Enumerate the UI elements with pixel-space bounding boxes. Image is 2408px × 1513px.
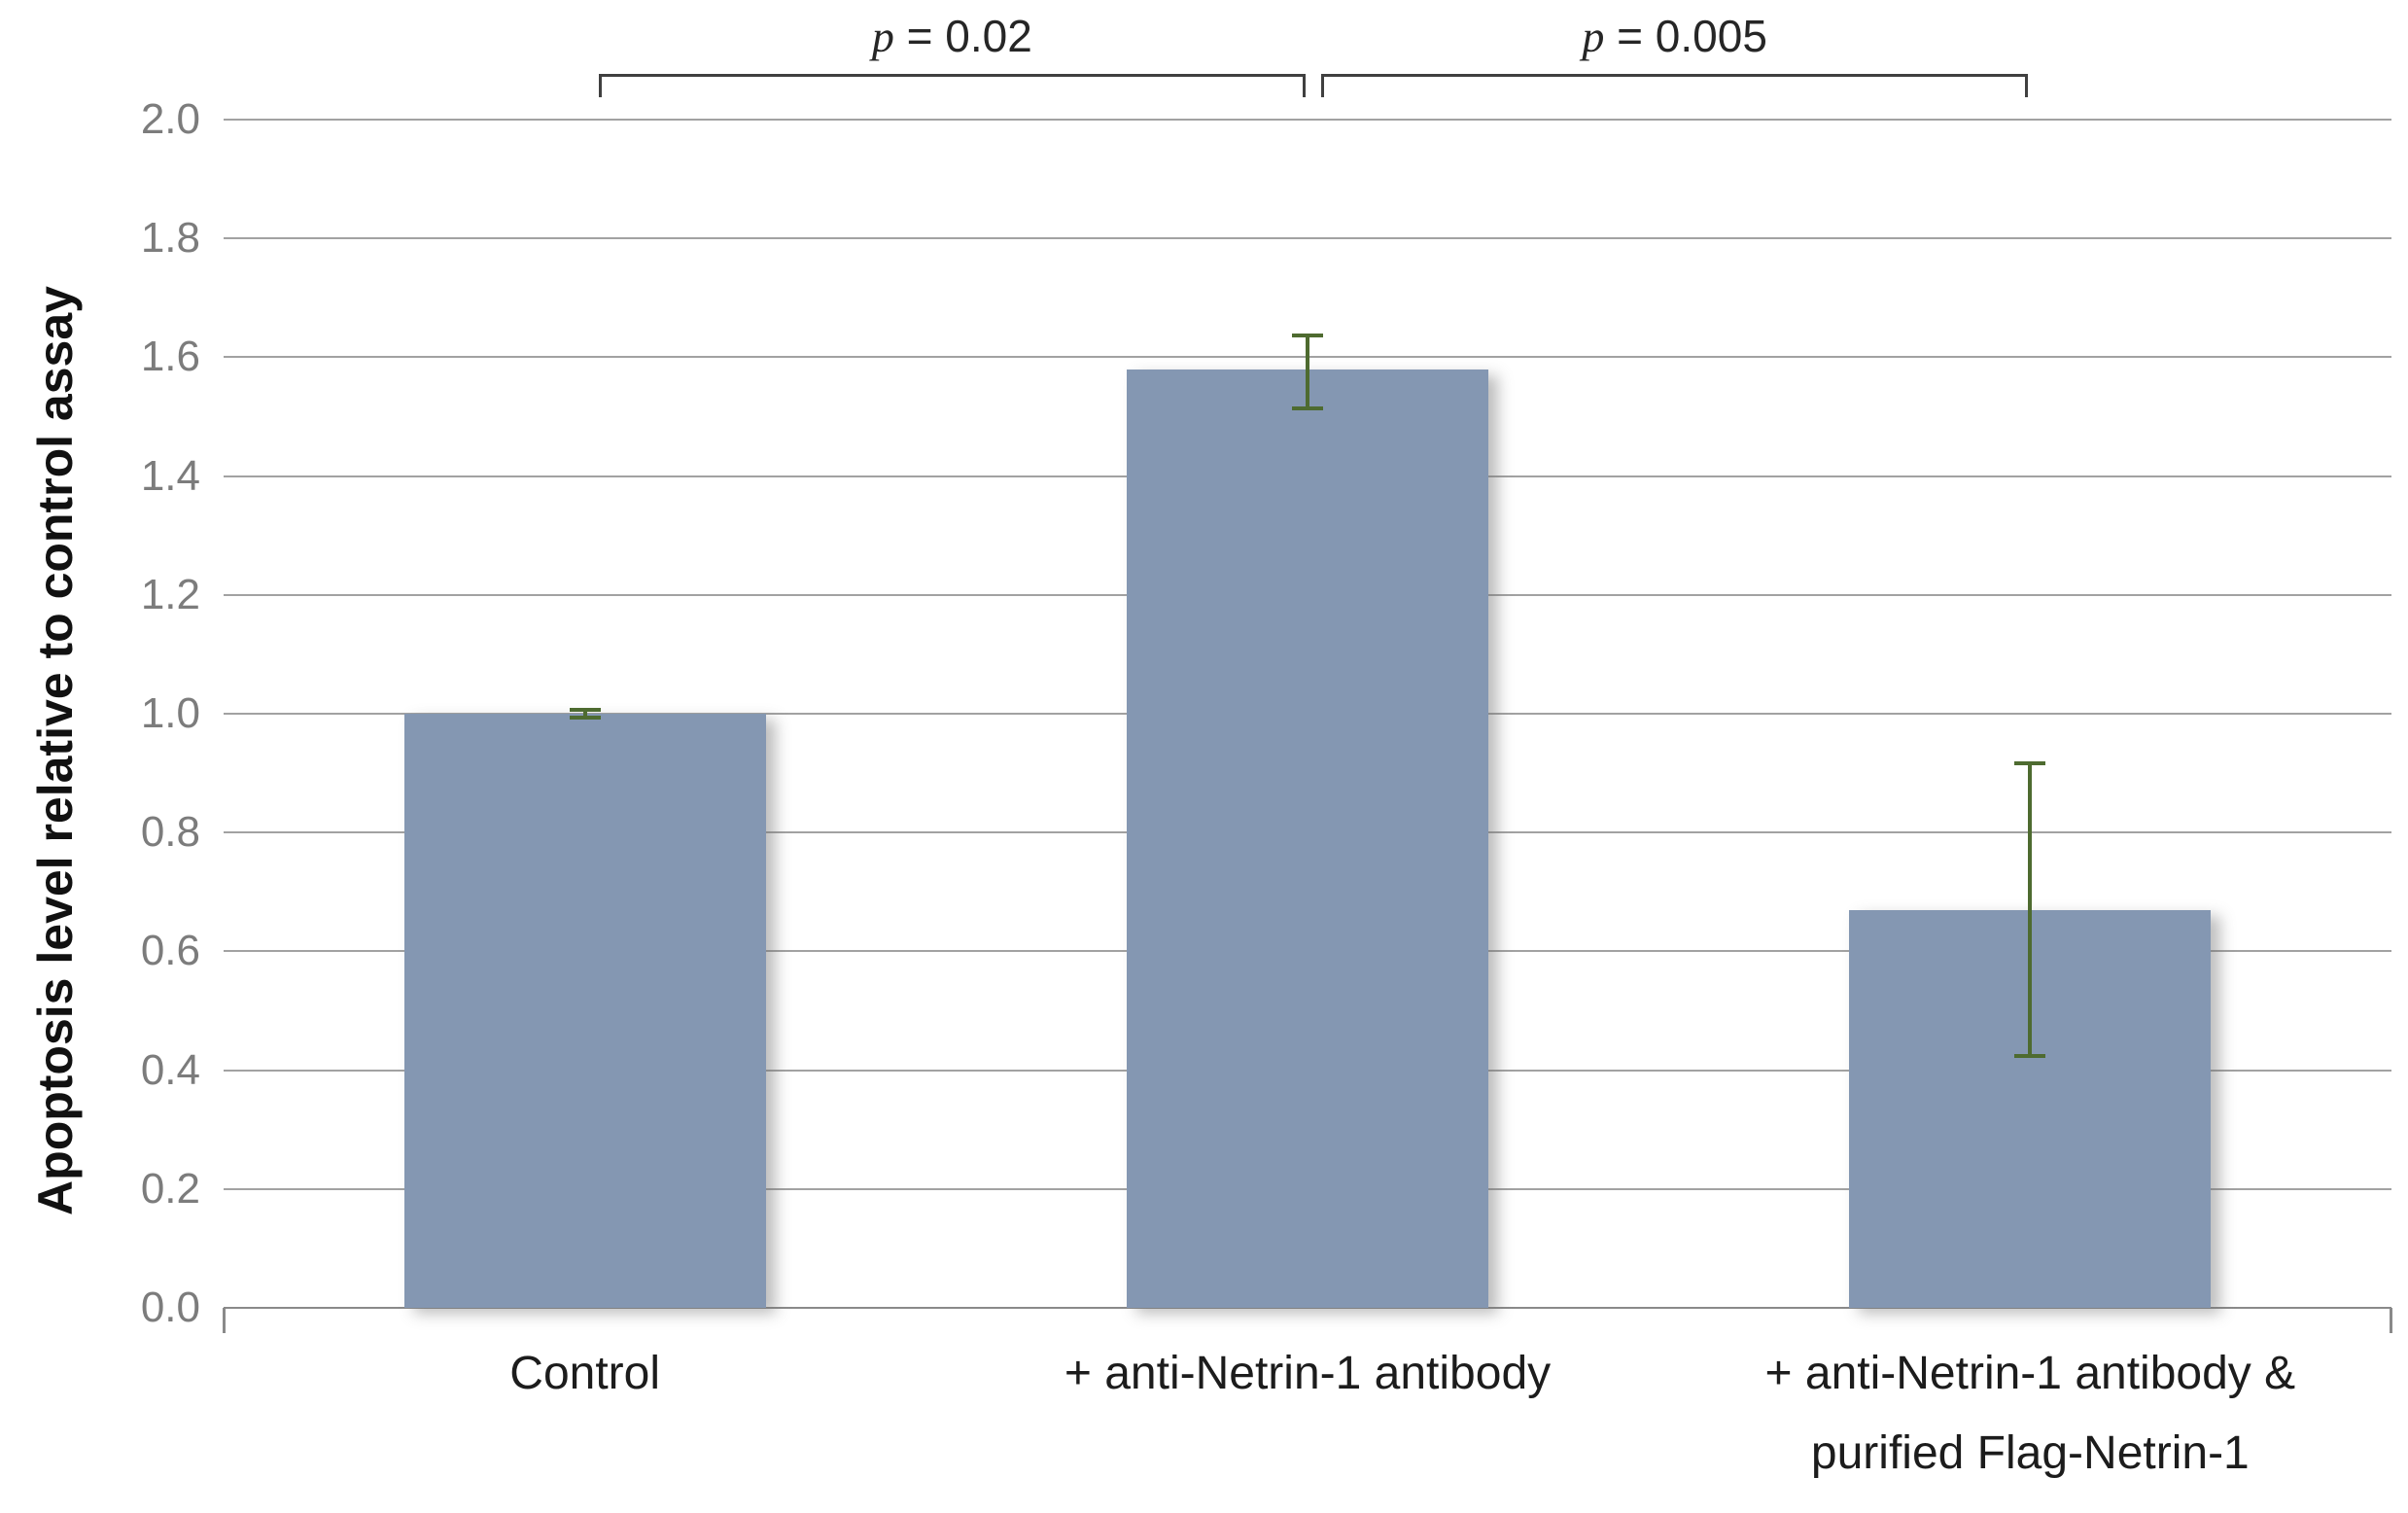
error-bar-cap xyxy=(1292,333,1323,337)
bracket-line xyxy=(2025,74,2029,97)
axis-corner-tick xyxy=(2390,1308,2392,1333)
p-value-label: p = 0.005 xyxy=(1582,11,1767,61)
error-bar-line xyxy=(2028,760,2033,1059)
gridline xyxy=(224,237,2391,240)
significance-bracket xyxy=(598,74,1306,97)
gridline xyxy=(224,119,2391,121)
y-tick-label: 1.2 xyxy=(140,570,200,618)
bracket-line xyxy=(598,74,602,97)
significance-bracket xyxy=(1321,74,2029,97)
error-bar-line xyxy=(582,707,587,721)
p-value-label: p = 0.02 xyxy=(871,11,1032,61)
y-tick-label: 0.6 xyxy=(140,927,200,975)
y-tick-label: 1.0 xyxy=(140,689,200,737)
y-tick-label: 1.4 xyxy=(140,451,200,500)
error-bar xyxy=(2014,760,2046,1059)
error-bar-line xyxy=(1306,333,1309,411)
x-category-label: + anti-Netrin-1 antibody xyxy=(1064,1348,1552,1399)
p-symbol: p xyxy=(871,12,894,61)
p-symbol: p xyxy=(1582,12,1605,61)
error-bar-cap xyxy=(1292,406,1323,411)
y-tick-label: 2.0 xyxy=(140,95,200,143)
plot-area xyxy=(224,119,2391,1309)
x-category-label: Control xyxy=(509,1348,661,1399)
axis-corner-tick xyxy=(223,1308,226,1333)
y-tick-label: 0.0 xyxy=(140,1284,200,1331)
y-tick-label: 0.2 xyxy=(140,1164,200,1213)
bracket-line xyxy=(1321,74,2029,77)
x-category-label: + anti-Netrin-1 antibody & purified Flag-… xyxy=(1764,1348,2296,1479)
x-axis-baseline xyxy=(224,1307,2391,1309)
bar xyxy=(1127,369,1488,1308)
bracket-line xyxy=(1302,74,1306,97)
y-tick-label: 1.6 xyxy=(140,333,200,381)
bracket-line xyxy=(1321,74,1324,97)
error-bar-cap xyxy=(2014,1054,2046,1059)
error-bar-cap xyxy=(569,707,601,712)
y-tick-label: 0.8 xyxy=(140,808,200,857)
y-tick-label: 0.4 xyxy=(140,1045,200,1094)
error-bar xyxy=(1292,333,1323,411)
error-bar xyxy=(569,707,601,721)
error-bar-cap xyxy=(569,716,601,721)
error-bar-cap xyxy=(2014,760,2046,765)
bar xyxy=(403,714,766,1308)
y-tick-label: 1.8 xyxy=(140,214,200,263)
bracket-line xyxy=(598,74,1306,77)
